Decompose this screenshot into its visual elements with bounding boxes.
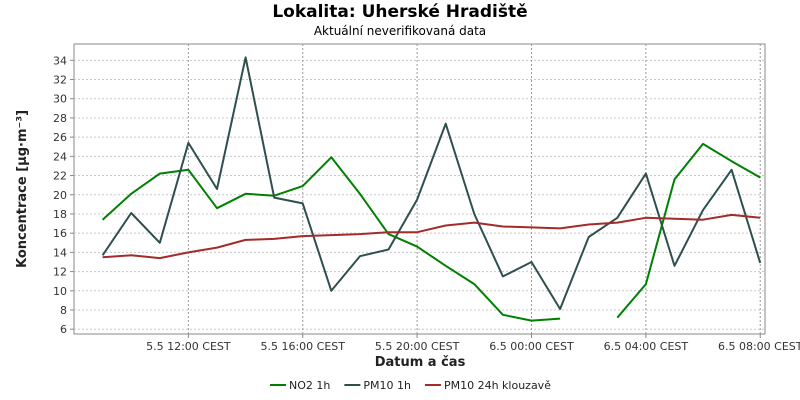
x-tick-label: 5.5 16:00 CEST (260, 340, 345, 353)
y-tick-label: 30 (53, 93, 67, 106)
legend-label-3: PM10 24h klouzavě (444, 379, 551, 392)
x-tick-label: 6.5 04:00 CEST (604, 340, 689, 353)
chart-title: Lokalita: Uherské Hradiště (272, 2, 528, 22)
y-tick-label: 32 (53, 74, 67, 87)
legend-label-1: NO2 1h (289, 379, 330, 392)
series-line-1 (616, 142, 761, 319)
y-tick-label: 6 (60, 323, 67, 336)
y-tick-label: 28 (53, 112, 67, 125)
y-tick-label: 10 (53, 285, 67, 298)
y-tick-label: 8 (60, 304, 67, 317)
y-tick-label: 18 (53, 208, 67, 221)
legend: NO2 1h PM10 1h PM10 24h klouzavě (270, 379, 551, 392)
y-tick-label: 26 (53, 131, 67, 144)
x-axis-ticks: 5.5 12:00 CEST 5.5 16:00 CEST 5.5 20:00 CE… (146, 334, 800, 353)
y-tick-label: 16 (53, 227, 67, 240)
y-tick-label: 20 (53, 189, 67, 202)
series-lines (101, 56, 762, 322)
x-tick-label: 6.5 08:00 CEST (718, 340, 800, 353)
x-tick-label: 5.5 12:00 CEST (146, 340, 231, 353)
y-tick-label: 12 (53, 266, 67, 279)
x-tick-label: 5.5 20:00 CEST (375, 340, 460, 353)
series-line-2 (101, 56, 762, 310)
y-tick-label: 14 (53, 246, 67, 259)
y-axis-label: Koncentrace [µg·m⁻³] (15, 110, 30, 268)
y-axis-ticks: 6 8 10 12 14 16 18 20 22 24 26 28 30 32 34 (53, 54, 74, 336)
x-axis-label: Datum a čas (375, 355, 466, 370)
series-line-3 (102, 213, 761, 260)
y-tick-label: 34 (53, 54, 67, 67)
x-tick-label: 6.5 00:00 CEST (489, 340, 574, 353)
chart-subtitle: Aktuální neverifikovaná data (313, 24, 487, 38)
legend-label-2: PM10 1h (363, 379, 411, 392)
y-tick-label: 24 (53, 150, 67, 163)
series-line-1 (101, 156, 561, 322)
y-tick-label: 22 (53, 170, 67, 183)
